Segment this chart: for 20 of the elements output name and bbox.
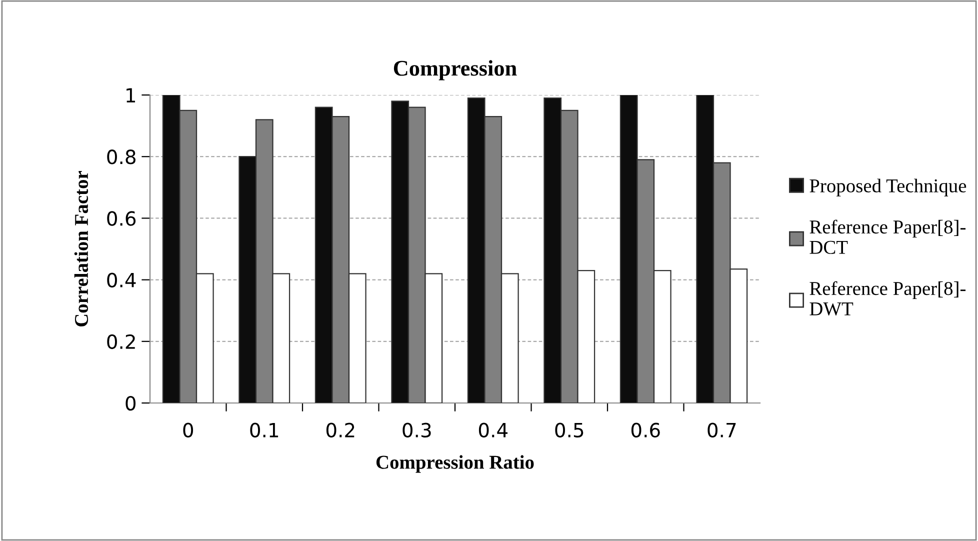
legend-label: Proposed Technique bbox=[810, 178, 966, 196]
chart-title: Compression bbox=[394, 60, 517, 80]
legend-label: Reference Paper[8]- DCT bbox=[810, 220, 966, 254]
x-tick-label: 0.6 bbox=[631, 422, 660, 438]
x-tick-label: 0.2 bbox=[326, 422, 354, 438]
y-tick-label: 0.4 bbox=[107, 272, 136, 288]
y-tick-label: 1 bbox=[126, 88, 136, 102]
x-axis-title: Compression Ratio bbox=[376, 455, 534, 473]
x-tick-label: 0.1 bbox=[250, 422, 278, 438]
x-tick-label: 0.3 bbox=[402, 422, 431, 438]
y-tick-label: 0 bbox=[126, 396, 136, 411]
y-tick-label: 0.8 bbox=[107, 150, 136, 164]
x-tick-label: 0.7 bbox=[708, 422, 736, 438]
x-tick-label: 0 bbox=[183, 422, 194, 438]
y-tick-label: 0.6 bbox=[107, 211, 136, 226]
y-axis-title: Correlation Factor bbox=[74, 171, 88, 326]
legend-label: Reference Paper[8]- DWT bbox=[810, 281, 966, 316]
y-tick-label: 0.2 bbox=[107, 334, 135, 350]
x-tick-label: 0.4 bbox=[478, 422, 508, 438]
x-tick-label: 0.5 bbox=[555, 422, 584, 438]
